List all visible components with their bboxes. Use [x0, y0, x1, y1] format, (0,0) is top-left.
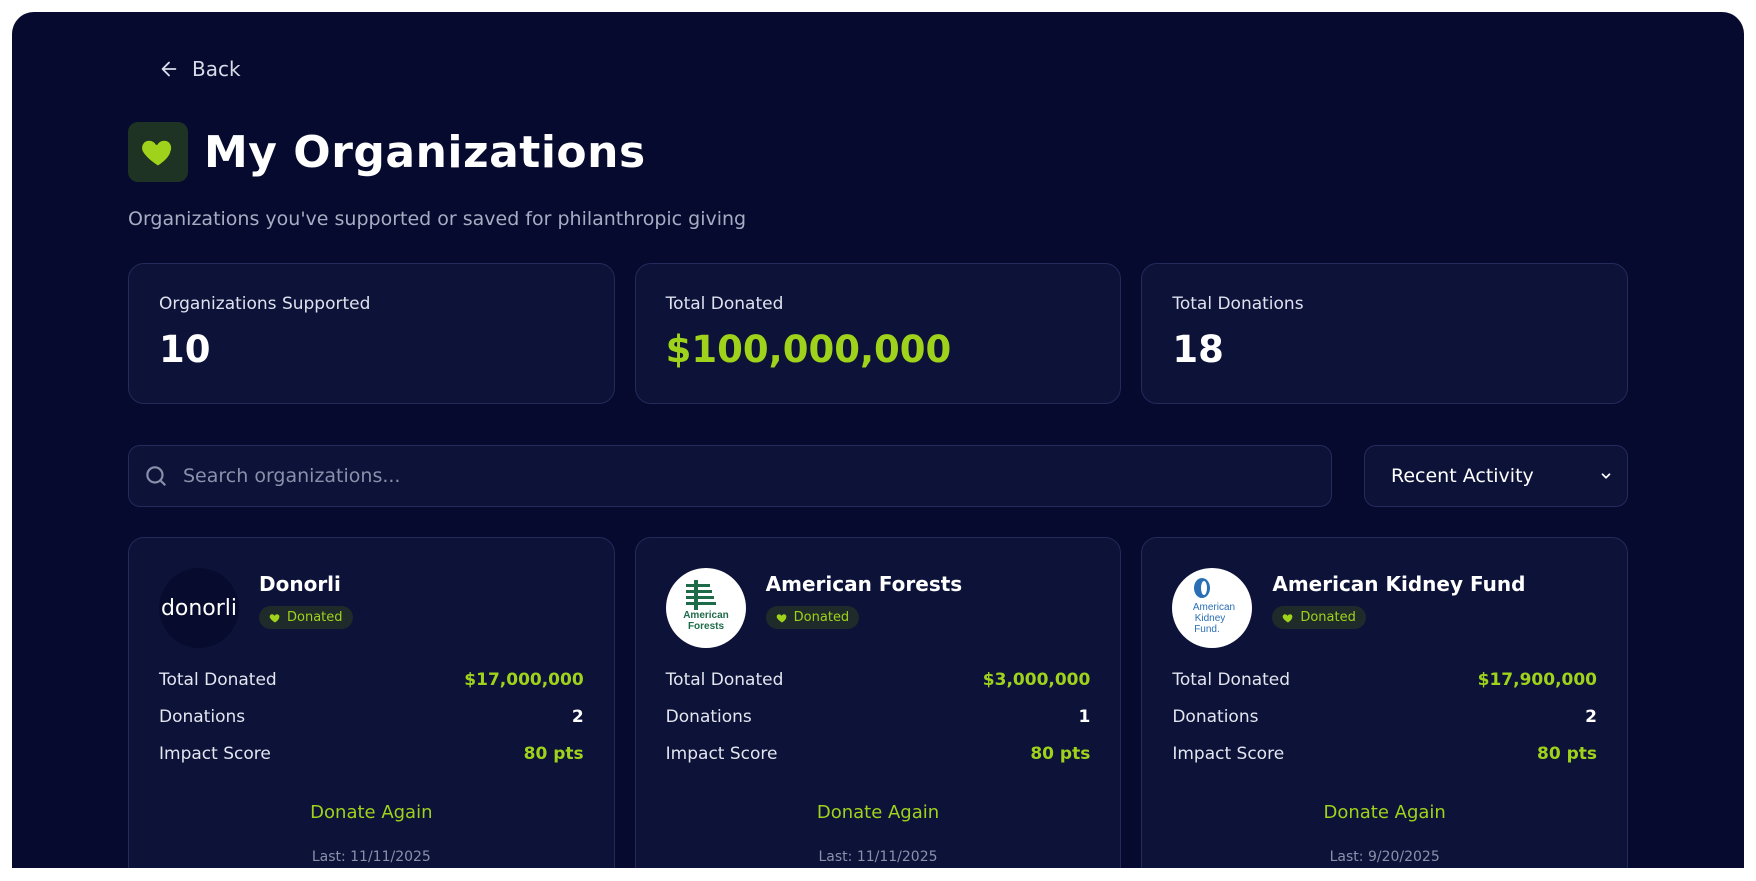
row-label: Total Donated: [665, 670, 784, 690]
heart-icon: [776, 613, 787, 622]
org-card-grid: donorli Donorli Donated Total Donated $1…: [128, 537, 1629, 868]
row-label: Donations: [665, 707, 752, 727]
impact-score-row: Impact Score 80 pts: [666, 744, 1091, 764]
row-value: 80 pts: [1537, 744, 1598, 764]
title-row: My Organizations: [128, 122, 646, 182]
row-label: Impact Score: [159, 744, 271, 764]
total-donated-row: Total Donated $17,900,000: [1172, 670, 1597, 690]
svg-text:American: American: [1193, 602, 1235, 613]
row-value: $3,000,000: [982, 670, 1091, 690]
status-badge: Donated: [259, 606, 353, 629]
american-forests-logo: American Forests: [683, 580, 729, 632]
title-icon-box: [128, 122, 188, 182]
org-name: American Kidney Fund: [1272, 572, 1526, 596]
org-name: Donorli: [259, 572, 341, 596]
page-title: My Organizations: [204, 126, 646, 178]
org-logo: American Kidney Fund.: [1172, 568, 1253, 648]
heart-icon: [1283, 613, 1293, 622]
org-name: American Forests: [765, 572, 963, 596]
row-value: 2: [1585, 707, 1598, 727]
back-label: Back: [192, 57, 241, 81]
stat-card-donations: Total Donations 18: [1141, 263, 1629, 404]
badge-label: Donated: [1300, 610, 1356, 625]
donations-row: Donations 1: [666, 707, 1091, 727]
org-logo-text: donorli: [160, 595, 238, 621]
svg-text:Forests: Forests: [688, 621, 725, 632]
svg-text:Fund.: Fund.: [1195, 624, 1221, 635]
back-button[interactable]: Back: [158, 57, 241, 81]
row-label: Donations: [159, 707, 246, 727]
donations-row: Donations 2: [1172, 707, 1597, 727]
donate-again-button[interactable]: Donate Again: [310, 802, 433, 823]
impact-score-row: Impact Score 80 pts: [1172, 744, 1597, 764]
status-badge: Donated: [765, 606, 860, 629]
row-value: 80 pts: [523, 744, 584, 764]
status-badge: Donated: [1272, 606, 1366, 629]
donate-again-button[interactable]: Donate Again: [1323, 802, 1446, 823]
org-logo: American Forests: [665, 568, 746, 648]
stat-label: Total Donated: [665, 294, 784, 314]
stats-row: Organizations Supported 10 Total Donated…: [128, 263, 1629, 404]
row-value: $17,000,000: [464, 670, 584, 690]
search-box: [128, 445, 1332, 507]
stat-card-orgs: Organizations Supported 10: [128, 263, 615, 404]
chevron-down-icon: [1601, 473, 1611, 479]
stat-value: $100,000,000: [665, 328, 952, 371]
row-label: Total Donated: [1172, 670, 1291, 690]
american-kidney-fund-logo: American Kidney Fund.: [1193, 578, 1235, 635]
org-card[interactable]: American Forests American Forests Donate…: [634, 537, 1122, 868]
donate-again-button[interactable]: Donate Again: [816, 802, 940, 823]
org-card[interactable]: donorli Donorli Donated Total Donated $1…: [128, 537, 615, 868]
badge-label: Donated: [287, 610, 343, 625]
org-logo: donorli: [159, 568, 239, 648]
stat-label: Organizations Supported: [159, 294, 371, 314]
row-label: Total Donated: [159, 670, 277, 690]
app-frame: Back My Organizations Organizations you'…: [12, 12, 1744, 868]
total-donated-row: Total Donated $17,000,000: [159, 670, 584, 690]
sort-select[interactable]: Recent Activity: [1364, 445, 1628, 507]
stat-label: Total Donations: [1172, 294, 1304, 314]
donations-row: Donations 2: [159, 707, 584, 727]
svg-text:American: American: [683, 610, 729, 621]
row-value: 2: [571, 707, 584, 727]
last-donation-date: Last: 9/20/2025: [1329, 849, 1440, 865]
last-donation-date: Last: 11/11/2025: [311, 849, 431, 865]
badge-label: Donated: [793, 610, 850, 625]
impact-score-row: Impact Score 80 pts: [159, 744, 584, 764]
row-value: 1: [1078, 707, 1091, 727]
heart-icon: [142, 140, 172, 166]
row-value: 80 pts: [1030, 744, 1091, 764]
page-subtitle: Organizations you've supported or saved …: [128, 208, 747, 230]
arrow-left-icon: [161, 61, 177, 77]
row-label: Impact Score: [1172, 744, 1285, 764]
row-label: Donations: [1172, 707, 1259, 727]
stat-value: 10: [159, 328, 211, 371]
row-label: Impact Score: [665, 744, 778, 764]
stat-card-total-donated: Total Donated $100,000,000: [634, 263, 1122, 404]
search-icon: [146, 466, 166, 486]
last-donation-date: Last: 11/11/2025: [818, 849, 938, 865]
heart-icon: [269, 613, 280, 622]
svg-text:Kidney: Kidney: [1195, 613, 1226, 624]
org-card[interactable]: American Kidney Fund. American Kidney Fu…: [1141, 537, 1629, 868]
row-value: $17,900,000: [1477, 670, 1598, 690]
total-donated-row: Total Donated $3,000,000: [666, 670, 1091, 690]
sort-selected-value: Recent Activity: [1391, 465, 1534, 487]
search-input[interactable]: [183, 465, 1283, 487]
stat-value: 18: [1172, 328, 1224, 371]
